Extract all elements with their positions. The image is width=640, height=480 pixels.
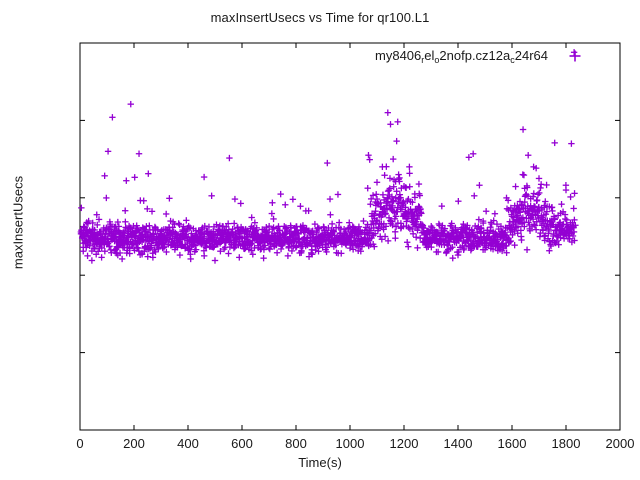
x-tick-label: 0	[76, 436, 84, 451]
x-tick-label: 1200	[389, 436, 419, 451]
x-tick-label: 200	[123, 436, 145, 451]
chart-title: maxInsertUsecs vs Time for qr100.L1	[210, 10, 430, 25]
x-tick-label: 600	[231, 436, 253, 451]
x-axis-title: Time(s)	[298, 455, 342, 470]
legend-series-name: my8406relo2nofp.cz12ac24r64	[375, 48, 548, 65]
x-tick-label: 2000	[605, 436, 635, 451]
legend-entry-label: my8406relo2nofp.cz12ac24r64	[375, 48, 548, 65]
x-tick-label: 1800	[551, 436, 581, 451]
x-tick-label: 1400	[443, 436, 473, 451]
x-tick-label: 800	[285, 436, 307, 451]
x-tick-label: 1000	[335, 436, 365, 451]
x-tick-label: 400	[177, 436, 199, 451]
scatter-series	[77, 49, 579, 264]
x-tick-label: 1600	[497, 436, 527, 451]
